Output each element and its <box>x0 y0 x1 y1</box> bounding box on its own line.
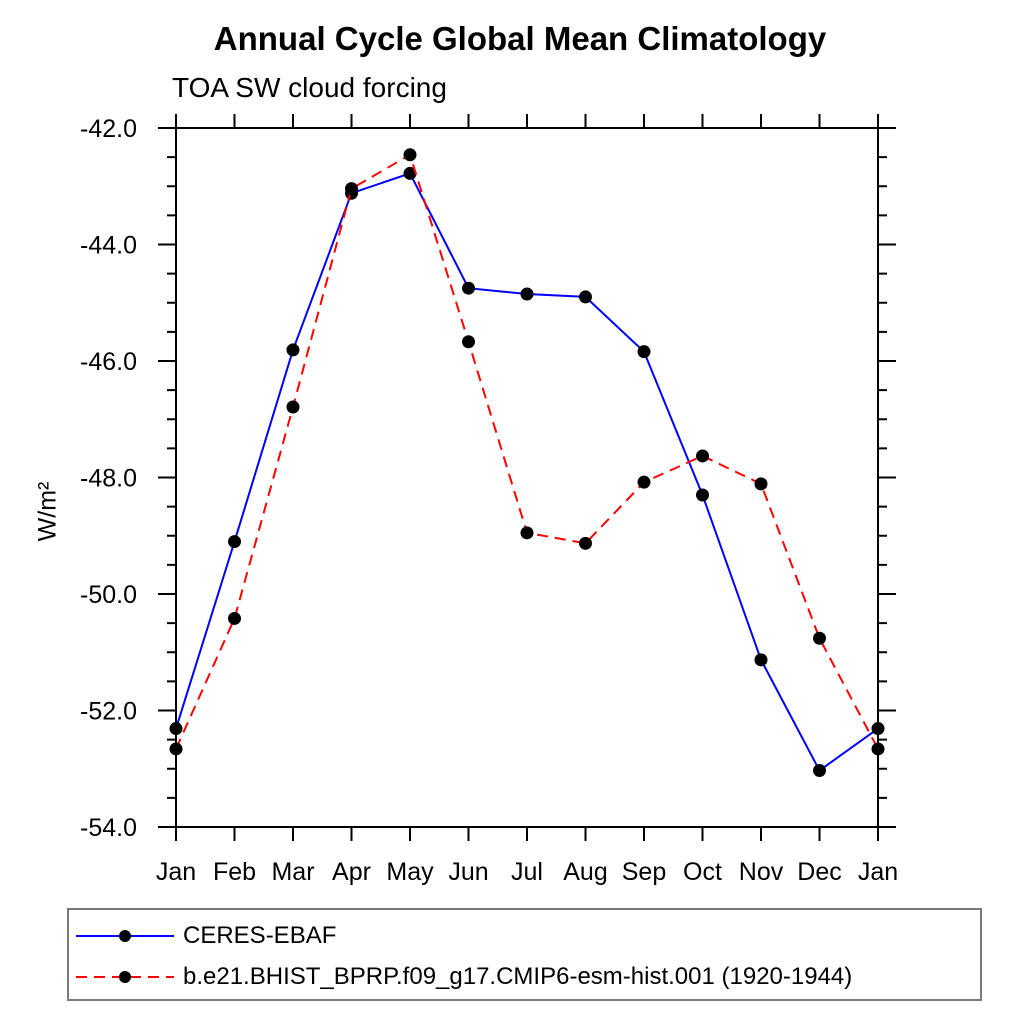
x-tick-label: Oct <box>683 858 722 886</box>
x-tick-label: Jan <box>858 858 898 886</box>
data-point-marker <box>228 611 241 625</box>
data-point-marker <box>286 343 300 357</box>
x-tick-labels: Jan Feb Mar Apr May Jun Jul Aug Sep Oct Nov Dec Jan <box>156 858 898 886</box>
legend-item-label: CERES-EBAF <box>183 922 337 949</box>
y-tick-labels: -42.0 -44.0 -46.0 -48.0 -50.0 -52.0 -54.0 <box>80 115 137 842</box>
x-tick-label: Feb <box>213 858 256 886</box>
x-tick-label: Apr <box>332 858 371 886</box>
data-point-marker <box>345 182 358 196</box>
y-tick-label: -50.0 <box>80 581 137 609</box>
y-tick-label: -54.0 <box>80 814 137 842</box>
data-point-marker <box>579 536 592 550</box>
data-point-marker <box>696 449 709 463</box>
plot-frame <box>175 127 879 828</box>
data-point-marker <box>169 722 183 736</box>
axes <box>158 114 896 841</box>
y-tick-label: -44.0 <box>80 232 137 260</box>
x-tick-label: Dec <box>797 858 841 886</box>
x-tick-label: May <box>386 858 434 886</box>
legend-line-sample <box>76 930 174 942</box>
data-point-marker <box>403 166 417 180</box>
data-point-marker <box>403 148 417 162</box>
data-point-marker <box>813 763 826 777</box>
legend-line-sample <box>76 971 174 983</box>
series-line <box>175 153 879 750</box>
legend-item: b.e21.BHIST_BPRP.f09_g17.CMIP6-esm-hist.… <box>74 963 853 990</box>
legend: CERES-EBAF b.e21.BHIST_BPRP.f09_g17.CMIP… <box>67 908 982 1001</box>
data-point-marker <box>637 475 651 489</box>
data-point-marker <box>520 287 534 301</box>
data-point-marker <box>871 722 885 736</box>
legend-sample-marker <box>119 971 131 983</box>
data-point-marker <box>637 345 651 359</box>
x-tick-label: Jul <box>511 858 543 886</box>
x-tick-label: Nov <box>739 858 784 886</box>
legend-item-label: b.e21.BHIST_BPRP.f09_g17.CMIP6-esm-hist.… <box>183 963 853 990</box>
x-tick-label: Mar <box>271 858 314 886</box>
data-point-marker <box>228 535 241 549</box>
x-tick-label: Jan <box>156 858 196 886</box>
series-line <box>175 172 879 772</box>
data-point-marker <box>696 488 709 502</box>
data-point-marker <box>754 477 768 491</box>
x-tick-label: Sep <box>622 858 666 886</box>
data-point-marker <box>169 742 183 756</box>
data-point-marker <box>871 742 885 756</box>
data-point-marker <box>462 281 475 295</box>
x-tick-label: Jun <box>448 858 488 886</box>
series-0 <box>169 166 885 777</box>
y-tick-label: -42.0 <box>80 115 137 143</box>
data-point-marker <box>579 290 592 304</box>
data-point-marker <box>754 653 768 667</box>
y-tick-label: -46.0 <box>80 348 137 376</box>
chart-title: Annual Cycle Global Mean Climatology <box>213 20 827 57</box>
legend-item: CERES-EBAF <box>74 922 337 949</box>
y-tick-label: -52.0 <box>80 698 137 726</box>
data-point-marker <box>813 631 826 645</box>
legend-sample-marker <box>119 930 131 942</box>
data-point-marker <box>462 335 475 349</box>
data-point-marker <box>520 526 534 540</box>
y-tick-label: -48.0 <box>80 465 137 493</box>
chart-subtitle: TOA SW cloud forcing <box>172 72 447 103</box>
x-tick-label: Aug <box>563 858 607 886</box>
data-point-marker <box>286 400 300 414</box>
series-1 <box>169 148 885 756</box>
